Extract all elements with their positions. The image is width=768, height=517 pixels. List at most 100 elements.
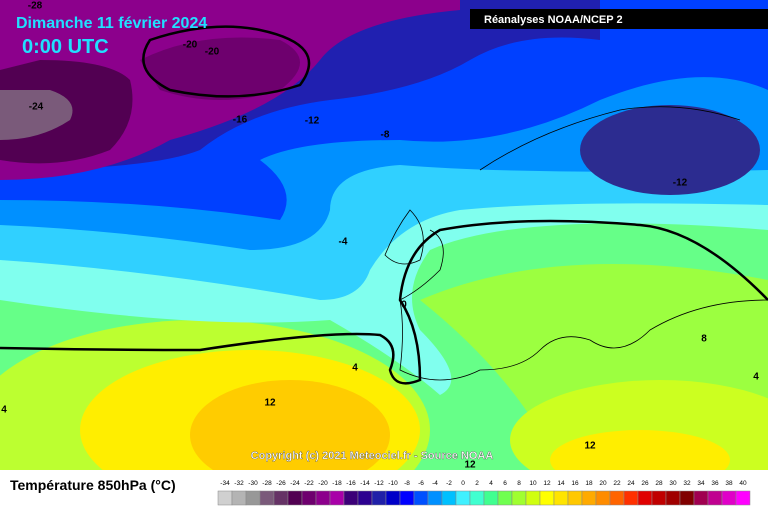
contour-label: -8 xyxy=(381,130,390,141)
legend-swatch xyxy=(735,490,751,506)
contour-label: -12 xyxy=(305,116,320,127)
legend-swatch xyxy=(553,490,569,506)
contour-label: 0 xyxy=(401,300,407,311)
legend-swatch xyxy=(371,490,387,506)
legend-tick-label: -22 xyxy=(304,480,314,487)
contour-label: -12 xyxy=(673,178,688,189)
legend-tick-label: -14 xyxy=(360,480,370,487)
legend-tick-label: -26 xyxy=(276,480,286,487)
contour-label: -16 xyxy=(233,115,248,126)
legend-swatch xyxy=(343,490,359,506)
legend-swatch xyxy=(413,490,429,506)
legend-swatch xyxy=(707,490,723,506)
contours xyxy=(0,25,768,385)
legend-tick-label: -18 xyxy=(332,480,342,487)
legend-tick-label: 36 xyxy=(711,480,719,487)
legend-tick-label: 4 xyxy=(489,480,493,487)
legend-title: Température 850hPa (°C) xyxy=(10,477,176,493)
legend-tick-label: 14 xyxy=(557,480,565,487)
legend-tick-label: -12 xyxy=(374,480,384,487)
legend-swatch xyxy=(497,490,513,506)
legend-swatch xyxy=(329,490,345,506)
legend-swatch xyxy=(427,490,443,506)
contour-label: 4 xyxy=(753,372,759,383)
legend-tick-label: 12 xyxy=(543,480,551,487)
contour-label: 4 xyxy=(352,363,358,374)
time: 0:00 UTC xyxy=(22,36,109,58)
legend-swatch xyxy=(693,490,709,506)
legend-tick-label: 10 xyxy=(529,480,537,487)
contour-label: -24 xyxy=(29,102,44,113)
legend-tick-label: -28 xyxy=(262,480,272,487)
legend-swatch xyxy=(651,490,667,506)
contour-label: -28 xyxy=(28,1,43,12)
legend-tick-label: -24 xyxy=(290,480,300,487)
legend-swatch xyxy=(665,490,681,506)
legend-tick-label: 32 xyxy=(683,480,691,487)
legend-swatch xyxy=(217,490,233,506)
source-banner xyxy=(470,9,768,29)
legend-swatch xyxy=(609,490,625,506)
copyright: Copyright (c) 2021 Meteociel.fr - Source… xyxy=(251,450,494,462)
legend-tick-label: -30 xyxy=(248,480,258,487)
date: Dimanche 11 février 2024 xyxy=(16,15,207,32)
legend-swatch xyxy=(301,490,317,506)
legend-swatch xyxy=(511,490,527,506)
legend-tick-label: 38 xyxy=(725,480,733,487)
legend-tick-label: 28 xyxy=(655,480,663,487)
land xyxy=(384,106,768,381)
legend-tick-label: 6 xyxy=(503,480,507,487)
legend-swatch xyxy=(315,490,331,506)
legend-swatch xyxy=(567,490,583,506)
legend-tick-label: 2 xyxy=(475,480,479,487)
legend-swatch xyxy=(455,490,471,506)
legend-tick-label: 26 xyxy=(641,480,649,487)
legend-swatch xyxy=(623,490,639,506)
contour-label: 12 xyxy=(264,398,276,409)
legend-swatch xyxy=(385,490,401,506)
legend-tick-label: 40 xyxy=(739,480,747,487)
legend-swatch xyxy=(637,490,653,506)
legend-swatch xyxy=(721,490,737,506)
legend-swatch xyxy=(441,490,457,506)
legend-swatch xyxy=(273,490,289,506)
legend-tick-label: -32 xyxy=(234,480,244,487)
legend-tick-label: -34 xyxy=(220,480,230,487)
contour-label: -20 xyxy=(183,40,198,51)
contour-label: -4 xyxy=(339,237,348,248)
legend-tick-label: -2 xyxy=(446,480,452,487)
legend-swatch xyxy=(483,490,499,506)
legend-scale: -34 -32 -30 -28 -26 -24 -22 -20 -18 -16 -14 -12 -10-… xyxy=(217,480,751,506)
legend-tick-label: 18 xyxy=(585,480,593,487)
legend-swatch xyxy=(357,490,373,506)
legend-tick-label: 30 xyxy=(669,480,677,487)
legend-swatch xyxy=(231,490,247,506)
legend-swatch xyxy=(245,490,261,506)
legend-tick-label: -20 xyxy=(318,480,328,487)
legend-tick-label: 24 xyxy=(627,480,635,487)
legend-tick-label: 20 xyxy=(599,480,607,487)
legend-tick-label: 34 xyxy=(697,480,705,487)
legend-tick-label: 0 xyxy=(461,480,465,487)
legend-swatch xyxy=(581,490,597,506)
contour-label: 12 xyxy=(584,441,596,452)
legend-swatch xyxy=(539,490,555,506)
legend-swatch xyxy=(679,490,695,506)
contour-label: 4 xyxy=(1,405,7,416)
legend-swatch xyxy=(525,490,541,506)
legend-swatch xyxy=(399,490,415,506)
legend-swatch xyxy=(287,490,303,506)
legend-tick-label: -6 xyxy=(418,480,424,487)
legend-swatch xyxy=(595,490,611,506)
contour-label: -20 xyxy=(205,47,220,58)
legend-tick-label: -4 xyxy=(432,480,438,487)
legend-swatch xyxy=(469,490,485,506)
contour-labels: -28 -20 -20 -24 -16 -12 -8 -12 -4 0 4 12 8 4 4 12 12 xyxy=(1,1,759,471)
contour-label: 12 xyxy=(464,460,476,471)
source: Réanalyses NOAA/NCEP 2 xyxy=(484,14,623,26)
legend-tick-label: -16 xyxy=(346,480,356,487)
legend-swatch xyxy=(259,490,275,506)
legend-tick-label: -8 xyxy=(404,480,410,487)
